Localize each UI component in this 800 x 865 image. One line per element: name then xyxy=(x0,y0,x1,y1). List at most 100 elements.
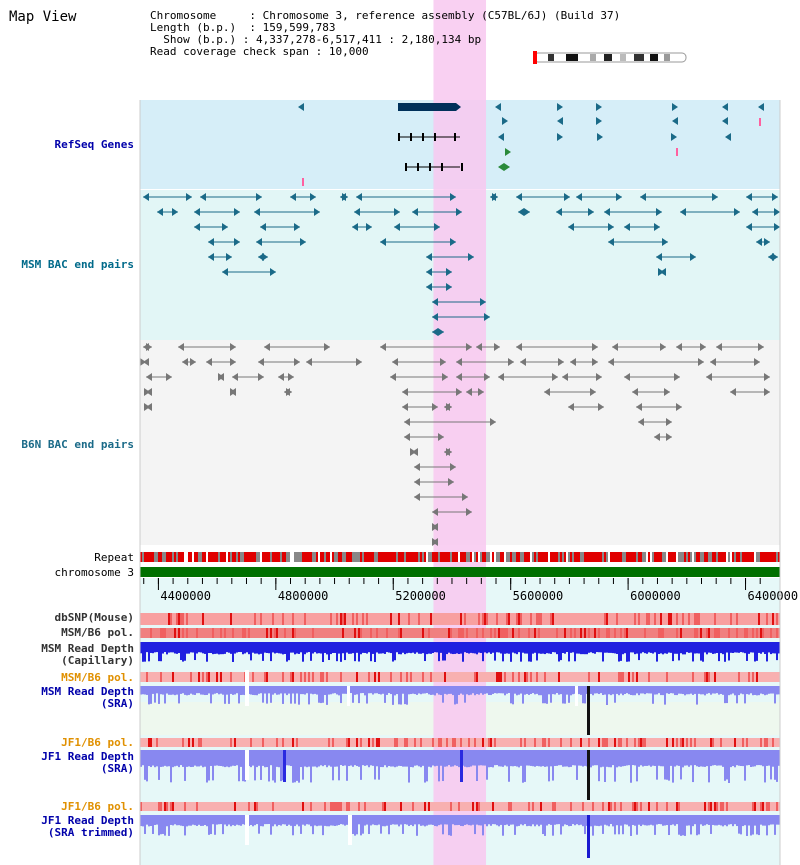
msm-depth-capillary-bar xyxy=(272,642,274,653)
jf1-b6-pol2-cell xyxy=(174,802,176,811)
jf1-b6-pol-cell xyxy=(524,738,526,747)
jf1-b6-pol2-cell xyxy=(608,802,610,811)
repeat-segment xyxy=(404,552,406,562)
jf1-b6-pol-cell xyxy=(376,738,378,747)
msm-b6-pol-cell xyxy=(394,628,396,638)
msm-b6-pol2-cell xyxy=(168,672,170,682)
jf1-depth-sra-bar xyxy=(740,750,742,766)
jf1-depth-sra-bar xyxy=(644,750,646,766)
jf1-depth-trimmed-bar xyxy=(726,815,728,827)
jf1-b6-pol2-cell xyxy=(628,802,630,811)
region-info: Chromosome : Chromosome 3, reference ass… xyxy=(150,9,621,58)
jf1-b6-pol-cell xyxy=(624,738,626,747)
jf1-b6-pol-cell xyxy=(534,738,536,747)
jf1-b6-pol2-cell xyxy=(194,802,196,811)
msm-depth-sra-bar xyxy=(274,686,276,694)
repeat-segment xyxy=(652,552,654,562)
msm-depth-capillary-bar xyxy=(234,642,236,654)
track-gap xyxy=(245,815,249,845)
jf1-b6-pol2-cell xyxy=(728,802,730,811)
msm-b6-pol2-cell xyxy=(356,672,358,682)
msm-depth-capillary-bar xyxy=(528,642,530,662)
dbsnp-cell xyxy=(238,613,240,625)
jf1-depth-sra-bar xyxy=(316,750,318,768)
repeat-segment xyxy=(668,552,670,562)
dbsnp-cell xyxy=(674,613,676,625)
jf1-b6-pol-cell xyxy=(190,738,192,747)
msm-b6-pol-cell xyxy=(248,628,250,638)
msm-depth-capillary-bar xyxy=(724,642,726,662)
refseq-gene-arrow xyxy=(596,103,602,111)
jf1-b6-pol-cell xyxy=(164,738,166,747)
msm-depth-capillary-bar xyxy=(432,642,434,654)
ideogram-band xyxy=(590,54,596,61)
msm-depth-capillary-bar xyxy=(230,642,232,654)
msm-b6-pol2-cell xyxy=(300,672,302,682)
jf1-depth-sra-bar xyxy=(384,750,386,766)
jf1-b6-pol2-cell xyxy=(232,802,234,811)
msm-bac-end xyxy=(256,238,262,246)
msm-depth-capillary-bar xyxy=(160,642,162,662)
jf1-depth-trimmed-bar xyxy=(254,815,256,826)
msm-b6-pol2-cell xyxy=(384,672,386,682)
msm-depth-capillary-bar xyxy=(596,642,598,653)
b6n-bac-end xyxy=(716,343,722,351)
msm-b6-pol-cell xyxy=(434,628,436,638)
jf1-b6-pol-cell xyxy=(522,738,524,747)
jf1-depth-sra-bar xyxy=(606,750,608,767)
msm-depth-capillary-bar xyxy=(712,642,714,654)
jf1-b6-pol-cell xyxy=(154,738,156,747)
msm-b6-pol2-cell xyxy=(176,672,178,682)
msm-b6-pol2-cell xyxy=(486,672,488,682)
msm-b6-pol-cell xyxy=(484,628,486,638)
msm-b6-pol2-cell xyxy=(640,672,642,682)
msm-depth-sra-bar xyxy=(462,686,464,695)
repeat-segment xyxy=(616,552,618,562)
msm-b6-pol2-cell xyxy=(154,672,156,682)
jf1-b6-pol-cell xyxy=(640,738,642,747)
msm-bac-end xyxy=(354,208,360,216)
jf1-depth-sra-bar xyxy=(596,750,598,766)
jf1-b6-pol-cell xyxy=(588,738,590,747)
jf1-depth-sra-bar xyxy=(658,750,660,766)
jf1-b6-pol-cell xyxy=(538,738,540,747)
jf1-b6-pol-cell xyxy=(172,738,174,747)
jf1-b6-pol2-cell xyxy=(478,802,480,811)
repeat-segment xyxy=(552,552,554,562)
jf1-b6-pol2-cell xyxy=(720,802,722,811)
jf1-b6-pol2-cell xyxy=(648,802,650,811)
msm-depth-sra-bar xyxy=(210,686,212,704)
msm-depth-capillary-bar xyxy=(688,642,690,653)
jf1-b6-pol2-cell xyxy=(572,802,574,811)
repeat-segment xyxy=(200,552,202,562)
msm-b6-pol-cell xyxy=(426,628,428,638)
repeat-segment xyxy=(758,552,760,562)
jf1-depth-sra-bar xyxy=(184,750,186,781)
jf1-depth-trimmed-bar xyxy=(366,815,368,825)
dbsnp-cell xyxy=(562,613,564,625)
repeat-segment xyxy=(456,552,458,562)
b6n-bac-end xyxy=(206,358,212,366)
b6n-bac-end xyxy=(146,373,152,381)
msm-depth-sra-bar xyxy=(308,686,310,705)
jf1-b6-pol-cell xyxy=(756,738,758,747)
jf1-b6-pol-cell xyxy=(694,738,696,747)
msm-b6-pol-cell xyxy=(212,628,214,638)
track-label-refseq[interactable]: RefSeq Genes xyxy=(54,138,134,151)
b6n-bac-end xyxy=(294,358,300,366)
repeat-segment xyxy=(356,552,358,562)
msm-b6-pol-cell xyxy=(506,628,508,638)
msm-depth-sra-bar xyxy=(458,686,460,695)
jf1-b6-pol-cell xyxy=(448,738,450,747)
jf1-depth-sra-bar xyxy=(250,750,252,768)
b6n-bac-end xyxy=(508,358,514,366)
jf1-depth-sra-bar xyxy=(580,750,582,766)
track-label-b6n-bac[interactable]: B6N BAC end pairs xyxy=(21,438,134,451)
jf1-depth-trimmed-bar xyxy=(694,815,696,825)
jf1-depth-sra-bar xyxy=(766,750,768,766)
jf1-b6-pol2-cell xyxy=(238,802,240,811)
msm-bac-end xyxy=(234,238,240,246)
track-label-msm-bac[interactable]: MSM BAC end pairs xyxy=(21,258,134,271)
jf1-depth-sra-bar xyxy=(292,750,294,783)
msm-depth-sra-bar xyxy=(172,686,174,695)
